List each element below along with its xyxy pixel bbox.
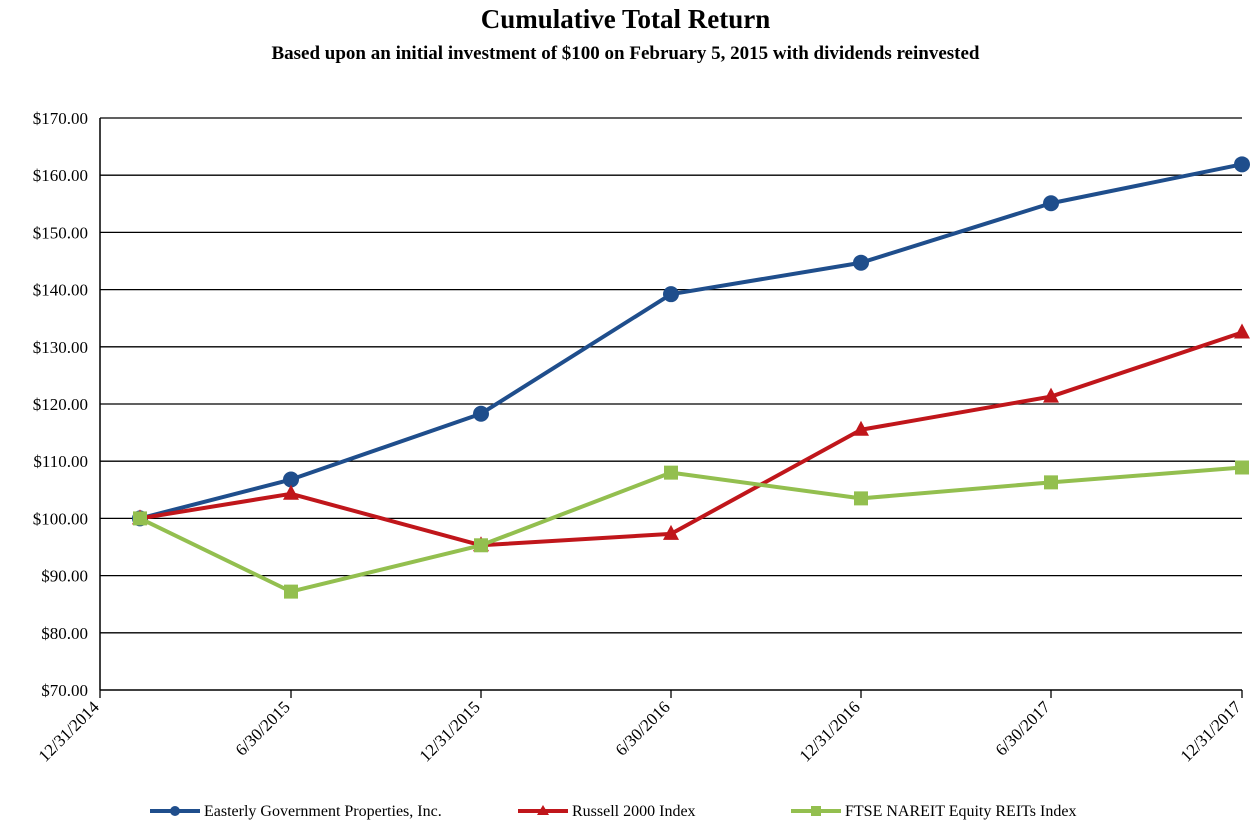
- data-point-square: [664, 465, 678, 480]
- legend-marker: [537, 805, 549, 815]
- y-tick-label: $90.00: [41, 567, 88, 586]
- x-tick-label: 12/31/2014: [35, 697, 104, 766]
- data-point-triangle: [853, 420, 869, 436]
- data-point-square: [1235, 460, 1249, 475]
- data-point-triangle: [1234, 323, 1250, 339]
- y-tick-label: $170.00: [33, 109, 88, 128]
- data-point-triangle: [283, 484, 299, 500]
- x-tick-label: 12/31/2017: [1177, 697, 1246, 766]
- data-point-square: [854, 491, 868, 506]
- data-point-circle: [853, 254, 869, 271]
- y-tick-label: $120.00: [33, 395, 88, 414]
- data-point-triangle: [1043, 387, 1059, 403]
- y-tick-label: $150.00: [33, 223, 88, 242]
- series-line: [139, 162, 1243, 521]
- legend-label: Russell 2000 Index: [572, 803, 696, 820]
- legend-label: FTSE NAREIT Equity REITs Index: [845, 803, 1076, 820]
- data-point-circle: [1043, 195, 1059, 212]
- data-point-square: [474, 538, 488, 553]
- data-point-circle: [663, 286, 679, 303]
- y-tick-label: $70.00: [41, 681, 88, 700]
- data-point-square: [1044, 475, 1058, 490]
- series-line: [139, 465, 1243, 594]
- x-tick-label: 6/30/2017: [992, 697, 1055, 760]
- x-tick-label: 6/30/2016: [612, 697, 674, 759]
- y-tick-label: $160.00: [33, 166, 88, 185]
- x-tick-label: 12/31/2015: [416, 697, 484, 765]
- data-point-circle: [283, 471, 299, 488]
- y-tick-label: $100.00: [33, 509, 88, 528]
- x-tick-label: 6/30/2015: [232, 697, 294, 759]
- legend-marker: [811, 806, 821, 816]
- data-point-square: [284, 584, 298, 599]
- legend-marker: [170, 806, 180, 816]
- chart-title: Cumulative Total Return: [480, 4, 771, 34]
- data-point-square: [133, 511, 147, 526]
- legend-label: Easterly Government Properties, Inc.: [204, 803, 442, 820]
- y-tick-label: $110.00: [33, 452, 88, 471]
- series-line: [139, 330, 1243, 548]
- data-point-triangle: [663, 524, 679, 540]
- x-tick-label: 12/31/2016: [796, 697, 864, 765]
- data-point-circle: [1234, 156, 1250, 173]
- y-tick-label: $130.00: [33, 338, 88, 357]
- y-tick-label: $80.00: [41, 624, 88, 643]
- y-tick-label: $140.00: [33, 281, 88, 300]
- chart-subtitle: Based upon an initial investment of $100…: [271, 43, 980, 64]
- data-point-circle: [473, 405, 489, 422]
